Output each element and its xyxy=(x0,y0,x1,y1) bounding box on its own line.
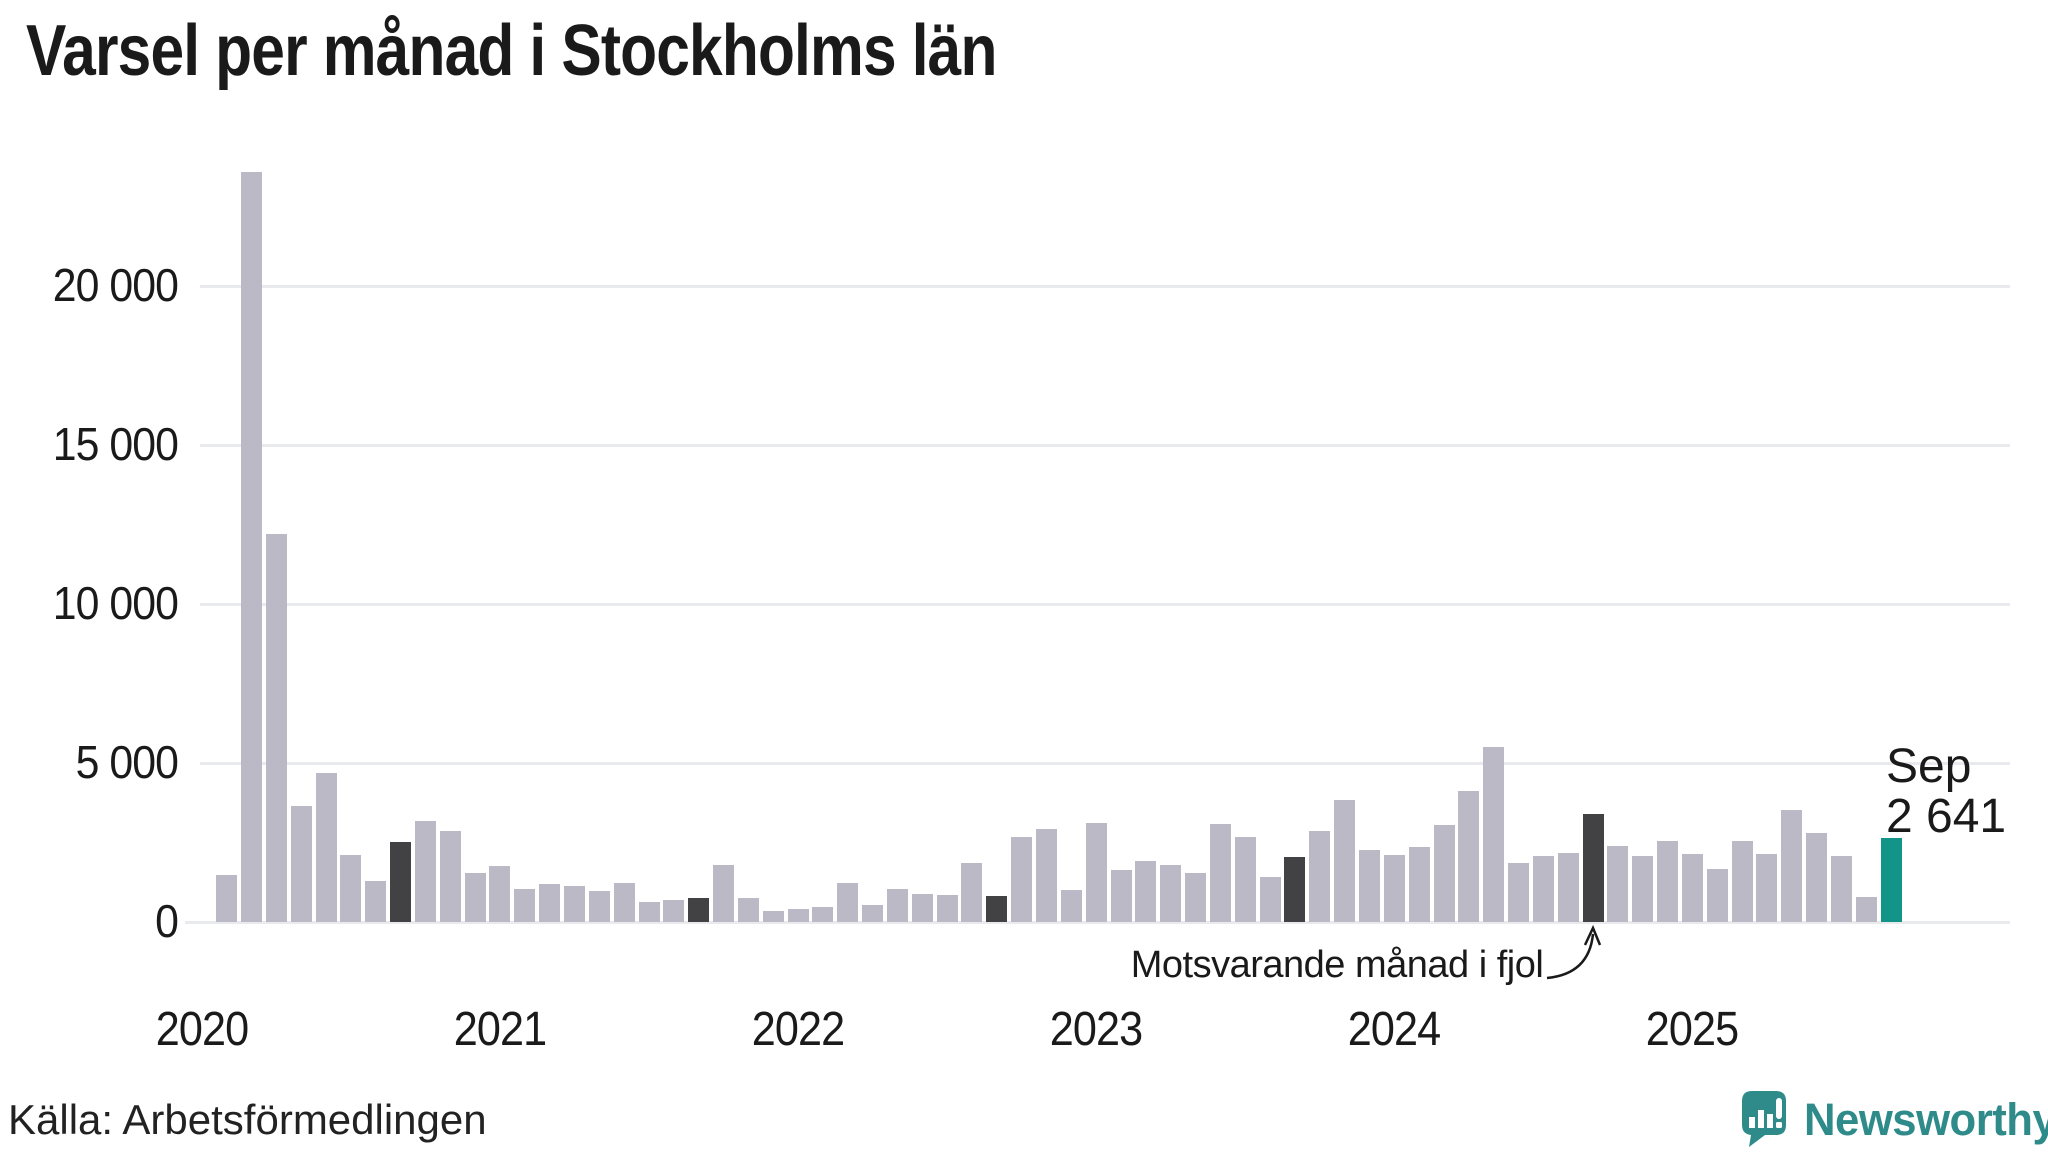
bar-2025-06-normal xyxy=(1806,833,1828,922)
bar-2022-06-normal xyxy=(911,894,933,922)
y-axis-tick-label: 20 000 xyxy=(52,259,179,311)
bar-2025-04-normal xyxy=(1756,854,1778,922)
bar-2021-01-normal xyxy=(489,866,511,922)
bar-2023-03-normal xyxy=(1135,861,1157,922)
bar-2020-11-normal xyxy=(439,831,461,922)
bar-2023-09-september xyxy=(1284,857,1306,922)
bar-2024-04-normal xyxy=(1458,791,1480,922)
bar-2024-09-september xyxy=(1582,814,1604,922)
y-axis-tick-label: 0 xyxy=(155,895,179,947)
bar-2024-06-normal xyxy=(1508,863,1529,922)
gridline-5000 xyxy=(200,762,2010,765)
bar-2020-08-normal xyxy=(365,881,387,922)
bar-2024-03-normal xyxy=(1433,825,1455,922)
bar-2020-05-normal xyxy=(290,806,312,922)
bar-2021-07-normal xyxy=(638,902,660,922)
bar-2025-01-normal xyxy=(1681,854,1703,922)
bar-2025-08-normal xyxy=(1855,897,1877,922)
bar-2022-10-normal xyxy=(1011,837,1033,922)
bar-2024-05-normal xyxy=(1483,747,1505,922)
bar-2021-09-september xyxy=(688,898,710,922)
bar-2023-02-normal xyxy=(1110,870,1132,922)
source-credit: Källa: Arbetsförmedlingen xyxy=(8,1096,487,1143)
annotation-label: Motsvarande månad i fjol xyxy=(1130,944,1544,986)
bar-2022-12-normal xyxy=(1060,890,1082,922)
bar-2021-06-normal xyxy=(613,883,635,922)
bar-2021-10-normal xyxy=(713,865,734,922)
bar-2020-10-normal xyxy=(414,821,436,922)
current-value-label: Sep 2 641 xyxy=(1886,742,2006,842)
y-axis-tick-label: 5 000 xyxy=(75,736,179,788)
bar-2021-12-normal xyxy=(762,911,784,922)
bar-2020-03-normal xyxy=(241,172,262,922)
x-axis-year-label-2023: 2023 xyxy=(1049,1003,1143,1056)
bar-2023-11-normal xyxy=(1334,800,1356,922)
newsworthy-logo-icon xyxy=(1742,1091,1786,1147)
x-axis-line xyxy=(185,921,2010,924)
annotation-arrow-icon xyxy=(1546,924,1602,980)
bar-2024-12-normal xyxy=(1657,841,1678,922)
brand-name: Newsworthy xyxy=(1804,1094,2048,1145)
bar-2021-11-normal xyxy=(737,898,759,922)
bar-2023-08-normal xyxy=(1259,877,1281,922)
bar-2025-05-normal xyxy=(1781,810,1803,922)
bar-2024-07-normal xyxy=(1532,856,1554,922)
bar-2020-09-september xyxy=(390,842,411,922)
bar-2020-07-normal xyxy=(340,855,362,922)
bar-2023-04-normal xyxy=(1160,865,1182,922)
bar-2022-04-normal xyxy=(862,905,884,922)
bar-2020-04-normal xyxy=(265,534,287,922)
bar-2025-03-normal xyxy=(1731,841,1753,922)
x-axis-year-label-2024: 2024 xyxy=(1347,1003,1441,1056)
bar-2024-11-normal xyxy=(1632,856,1654,922)
bar-2025-07-normal xyxy=(1830,856,1852,922)
bar-2024-01-normal xyxy=(1383,855,1405,922)
chart-title: Varsel per månad i Stockholms län xyxy=(26,11,997,91)
x-axis-year-label-2022: 2022 xyxy=(751,1003,845,1056)
current-value-month: Sep xyxy=(1886,740,1972,793)
current-value-number: 2 641 xyxy=(1886,789,2007,843)
bar-2021-05-normal xyxy=(588,891,610,922)
bar-2024-10-normal xyxy=(1607,846,1629,922)
x-axis-year-label-2025: 2025 xyxy=(1645,1003,1739,1056)
bar-2022-02-normal xyxy=(812,907,834,922)
bar-2022-01-normal xyxy=(787,909,809,922)
gridline-20000 xyxy=(200,285,2010,288)
gridline-10000 xyxy=(200,603,2010,606)
brand-footer: Newsworthy xyxy=(1740,1090,2048,1150)
bar-2020-12-normal xyxy=(464,873,486,922)
gridline-15000 xyxy=(200,444,2010,447)
y-axis-tick-label: 10 000 xyxy=(52,577,179,629)
x-axis-year-label-2021: 2021 xyxy=(453,1003,547,1056)
y-axis-tick-label: 15 000 xyxy=(52,418,179,470)
bar-2023-10-normal xyxy=(1309,831,1331,922)
x-axis-year-label-2020: 2020 xyxy=(155,1003,249,1056)
bar-2021-04-normal xyxy=(563,886,585,922)
bar-2023-01-normal xyxy=(1085,823,1107,922)
bar-2024-02-normal xyxy=(1408,847,1430,922)
bar-2021-08-normal xyxy=(663,900,685,922)
bar-2025-09-current xyxy=(1880,838,1902,922)
bar-2022-03-normal xyxy=(837,883,859,922)
bar-2021-02-normal xyxy=(514,889,536,922)
bar-2022-05-normal xyxy=(886,889,908,922)
bar-2024-08-normal xyxy=(1557,853,1579,922)
bar-2022-11-normal xyxy=(1036,829,1057,922)
bar-2022-08-normal xyxy=(961,863,983,922)
bar-2022-09-september xyxy=(986,896,1008,922)
bar-2022-07-normal xyxy=(936,895,958,922)
bar-2020-02-normal xyxy=(216,875,238,922)
bar-2023-07-normal xyxy=(1234,837,1256,922)
bar-2025-02-normal xyxy=(1706,869,1728,922)
bar-2020-06-normal xyxy=(315,773,337,922)
bar-2023-06-normal xyxy=(1209,824,1231,922)
bar-2023-05-normal xyxy=(1185,873,1206,922)
bar-2021-03-normal xyxy=(539,884,561,922)
bar-2023-12-normal xyxy=(1358,850,1380,922)
